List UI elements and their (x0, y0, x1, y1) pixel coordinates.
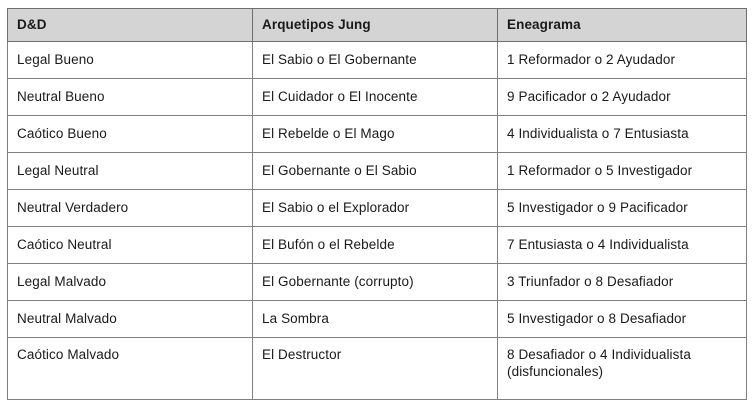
cell-dnd: Neutral Verdadero (7, 189, 253, 227)
cell-eneagrama: 5 Investigador o 8 Desafiador (497, 300, 747, 338)
cell-dnd: Neutral Malvado (7, 300, 253, 338)
table-header: D&D Arquetipos Jung Eneagrama (7, 8, 747, 42)
cell-jung: El Gobernante (corrupto) (252, 263, 498, 301)
table-row: Caótico Malvado El Destructor 8 Desafiad… (7, 337, 747, 400)
cell-eneagrama-line-1: 8 Desafiador o 4 Individualista (507, 347, 691, 362)
alignment-table: D&D Arquetipos Jung Eneagrama Legal Buen… (7, 8, 747, 400)
cell-jung: La Sombra (252, 300, 498, 338)
table-row: Neutral Bueno El Cuidador o El Inocente … (7, 78, 747, 116)
cell-jung: El Rebelde o El Mago (252, 115, 498, 153)
cell-eneagrama: 3 Triunfador o 8 Desafiador (497, 263, 747, 301)
table-row: Legal Malvado El Gobernante (corrupto) 3… (7, 263, 747, 301)
cell-dnd: Caótico Malvado (7, 337, 253, 400)
cell-jung: El Cuidador o El Inocente (252, 78, 498, 116)
table-row: Caótico Neutral El Bufón o el Rebelde 7 … (7, 226, 747, 264)
cell-eneagrama: 4 Individualista o 7 Entusiasta (497, 115, 747, 153)
table-row: Caótico Bueno El Rebelde o El Mago 4 Ind… (7, 115, 747, 153)
cell-dnd: Legal Bueno (7, 41, 253, 79)
table-row: Legal Neutral El Gobernante o El Sabio 1… (7, 152, 747, 190)
table-header-row: D&D Arquetipos Jung Eneagrama (7, 8, 747, 42)
table-row: Neutral Verdadero El Sabio o el Explorad… (7, 189, 747, 227)
cell-dnd: Caótico Neutral (7, 226, 253, 264)
cell-dnd: Neutral Bueno (7, 78, 253, 116)
table-row: Legal Bueno El Sabio o El Gobernante 1 R… (7, 41, 747, 79)
column-header-eneagrama: Eneagrama (497, 8, 747, 42)
column-header-dnd: D&D (7, 8, 253, 42)
cell-dnd: Caótico Bueno (7, 115, 253, 153)
alignment-table-container: D&D Arquetipos Jung Eneagrama Legal Buen… (7, 8, 747, 400)
cell-eneagrama-line-2: (disfuncionales) (507, 364, 604, 379)
cell-jung: El Destructor (252, 337, 498, 400)
cell-eneagrama: 8 Desafiador o 4 Individualista (disfunc… (497, 337, 747, 400)
cell-eneagrama: 5 Investigador o 9 Pacificador (497, 189, 747, 227)
cell-eneagrama: 9 Pacificador o 2 Ayudador (497, 78, 747, 116)
table-body: Legal Bueno El Sabio o El Gobernante 1 R… (7, 41, 747, 400)
table-row: Neutral Malvado La Sombra 5 Investigador… (7, 300, 747, 338)
cell-eneagrama: 1 Reformador o 2 Ayudador (497, 41, 747, 79)
cell-jung: El Gobernante o El Sabio (252, 152, 498, 190)
cell-eneagrama: 1 Reformador o 5 Investigador (497, 152, 747, 190)
cell-dnd: Legal Neutral (7, 152, 253, 190)
cell-dnd: Legal Malvado (7, 263, 253, 301)
column-header-jung: Arquetipos Jung (252, 8, 498, 42)
cell-jung: El Bufón o el Rebelde (252, 226, 498, 264)
cell-eneagrama: 7 Entusiasta o 4 Individualista (497, 226, 747, 264)
cell-jung: El Sabio o El Gobernante (252, 41, 498, 79)
cell-jung: El Sabio o el Explorador (252, 189, 498, 227)
